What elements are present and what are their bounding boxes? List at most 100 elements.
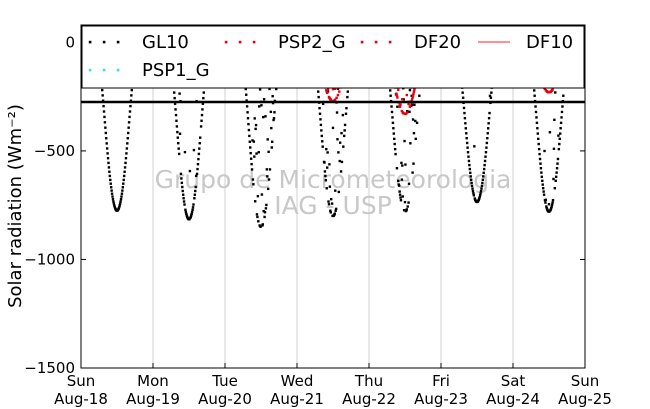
data-point [126,142,129,145]
data-point [245,105,249,108]
data-point [326,151,329,154]
data-point [257,220,260,223]
data-point [109,178,112,182]
data-point [126,137,129,140]
data-point [399,199,403,202]
data-point [253,155,256,158]
data-point [480,184,484,188]
data-point [550,203,554,206]
data-point [397,179,400,183]
data-point [538,152,541,156]
data-point [245,93,248,96]
data-point [267,150,270,154]
x-tick-label-day: Sat [501,372,526,390]
data-point [478,194,482,197]
legend-marker [88,68,92,72]
data-point [556,157,560,161]
data-point [128,115,131,119]
data-point [247,128,251,132]
data-point [336,138,339,141]
data-point [173,102,177,105]
data-point [461,91,464,94]
data-point [543,149,546,153]
data-point [335,111,339,114]
data-point [105,137,108,140]
data-point [112,202,116,205]
data-point [256,194,260,198]
data-point [260,193,264,196]
data-point [398,193,402,196]
data-point [245,99,248,102]
data-point [176,130,179,134]
data-point [478,197,481,200]
data-point [485,141,489,145]
data-point [465,136,468,140]
data-point [259,225,262,228]
data-point [174,108,177,111]
x-axis-ticks: SunAug-18MonAug-19TueAug-20WedAug-21ThuA… [54,363,612,408]
data-point [403,200,407,204]
data-point [399,196,402,199]
data-point [407,102,410,106]
x-tick-label-date: Aug-23 [414,390,468,408]
legend-marker [88,40,92,44]
legend-marker [116,68,120,72]
data-point [534,110,538,114]
data-point [393,137,396,141]
data-point [481,178,485,181]
data-point [464,122,467,125]
y-tick-label: −1000 [24,250,75,268]
data-point [402,112,405,115]
data-point [396,96,399,99]
data-point [271,140,274,143]
data-point [252,183,255,186]
data-point [395,167,399,170]
data-point [327,203,331,206]
data-point [246,111,249,114]
data-point [389,94,392,97]
data-point [103,115,106,119]
y-tick-label: 0 [65,33,75,51]
data-point [345,106,348,110]
data-point [469,175,472,178]
data-point [330,202,334,205]
data-point [482,175,485,178]
data-point [544,201,547,204]
data-point [110,189,113,192]
data-point [533,89,536,92]
data-point [122,174,126,178]
data-point [181,185,184,189]
data-point [483,159,487,163]
data-point [180,181,184,185]
data-point [411,171,414,174]
data-point [403,139,406,143]
data-point [415,121,419,125]
data-point [248,134,251,138]
data-point [468,167,472,171]
data-point [554,179,557,183]
data-point [537,147,541,151]
data-point [328,185,332,188]
data-point [551,199,555,202]
data-point [123,170,126,173]
legend-entry-df20: DF20 [360,32,461,53]
data-point [540,175,544,179]
data-point [344,112,348,115]
data-point [553,118,556,122]
data-point [471,187,474,190]
data-point [395,92,398,95]
data-point [463,111,466,115]
data-point [268,168,272,171]
data-point [109,186,113,189]
data-point [120,195,123,198]
data-point [197,152,201,156]
legend-marker [360,40,364,44]
x-tick-label-day: Thu [354,372,383,390]
data-point [266,138,269,141]
data-point [470,181,473,185]
data-point [248,140,251,143]
data-point [391,116,394,119]
data-point [406,110,409,113]
data-point [317,95,320,99]
data-point [338,90,341,93]
